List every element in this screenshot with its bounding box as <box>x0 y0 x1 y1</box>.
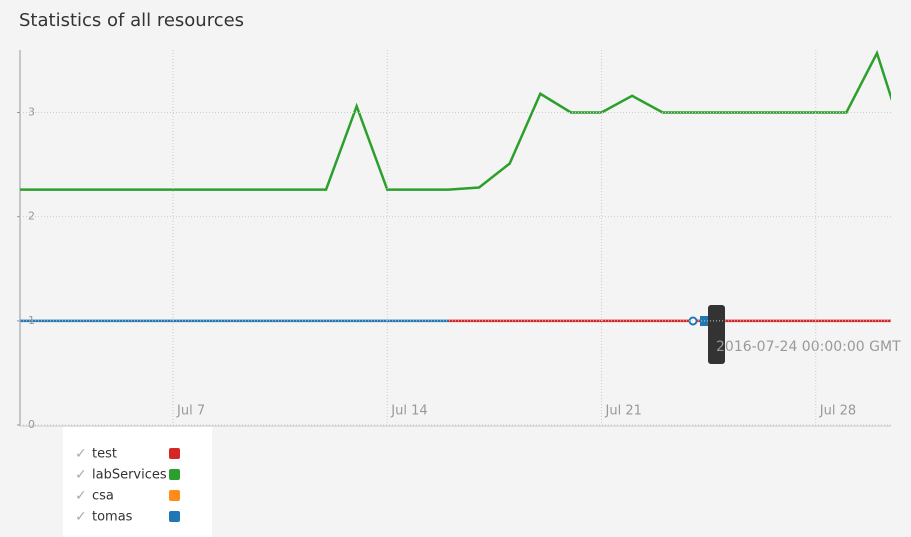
legend-swatch <box>169 469 180 480</box>
tooltip <box>708 305 725 364</box>
x-tick-label: Jul 7 <box>176 404 205 419</box>
x-tick-label: Jul 21 <box>605 404 642 419</box>
y-tick-label: 1 <box>28 314 35 327</box>
legend-label: csa <box>92 489 114 504</box>
tooltip-text: 2016-07-24 00:00:00 GMT <box>716 339 901 355</box>
legend-label: tomas <box>92 510 133 525</box>
legend-check: ✓ <box>75 488 87 504</box>
legend-label: labServices <box>92 468 167 483</box>
legend <box>63 427 212 537</box>
legend-swatch <box>169 490 180 501</box>
y-tick-label: 2 <box>28 210 35 223</box>
legend-check: ✓ <box>75 467 87 483</box>
legend-label: test <box>92 447 117 462</box>
legend-swatch <box>169 448 180 459</box>
series-line <box>20 49 891 191</box>
legend-check: ✓ <box>75 446 87 462</box>
chart-title: Statistics of all resources <box>19 10 244 31</box>
x-tick-label: Jul 14 <box>390 404 427 419</box>
legend-swatch <box>169 511 180 522</box>
legend-check: ✓ <box>75 509 87 525</box>
y-tick-label: 0 <box>28 418 35 431</box>
y-tick-label: 3 <box>28 106 35 119</box>
x-tick-label: Jul 28 <box>819 404 856 419</box>
